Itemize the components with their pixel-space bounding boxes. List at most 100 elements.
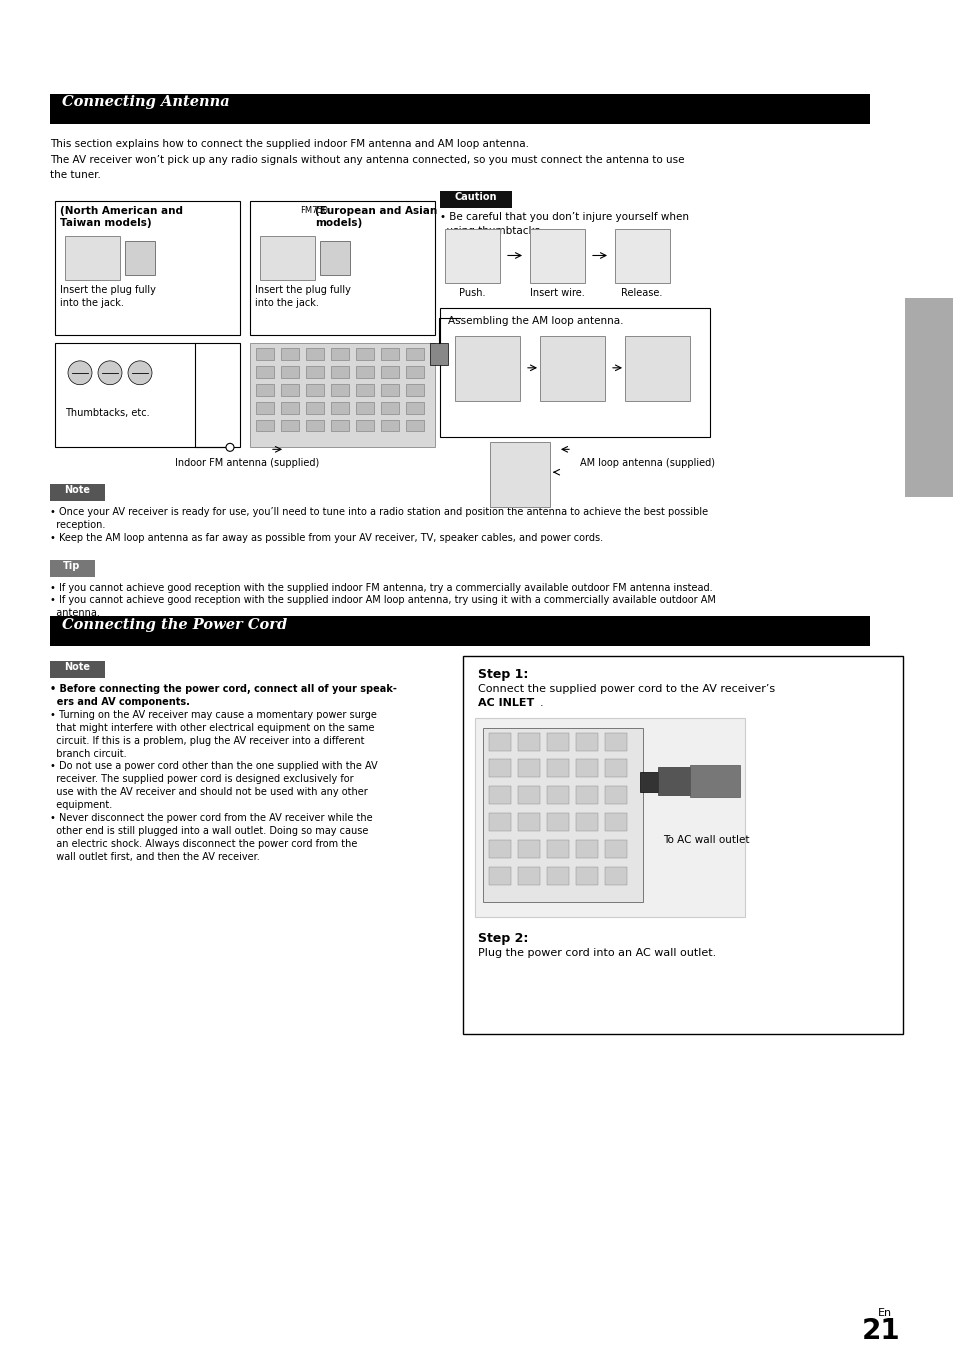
Text: using thumbtacks.: using thumbtacks.	[439, 226, 543, 235]
Bar	[517, 840, 539, 858]
Text: Tip: Tip	[63, 561, 81, 570]
Bar	[546, 867, 568, 885]
Bar	[439, 308, 709, 438]
Bar	[489, 867, 511, 885]
Bar	[65, 235, 120, 281]
Bar	[517, 813, 539, 831]
Bar	[331, 349, 349, 359]
Text: Push.: Push.	[458, 288, 485, 299]
Text: Connect the supplied power cord to the AV receiver’s: Connect the supplied power cord to the A…	[477, 684, 774, 694]
Bar	[380, 349, 398, 359]
Bar	[546, 732, 568, 751]
Text: To AC wall outlet: To AC wall outlet	[662, 835, 749, 844]
Bar	[576, 813, 598, 831]
Bar	[539, 336, 604, 401]
Bar	[406, 420, 423, 431]
Bar	[475, 717, 744, 916]
Text: use with the AV receiver and should not be used with any other: use with the AV receiver and should not …	[50, 788, 367, 797]
Text: Connecting Antenna: Connecting Antenna	[62, 96, 230, 109]
Bar	[380, 366, 398, 378]
Text: the tuner.: the tuner.	[50, 170, 101, 180]
Bar	[380, 384, 398, 396]
Text: FM750: FM750	[299, 205, 328, 215]
Bar	[576, 786, 598, 804]
Bar	[306, 401, 324, 413]
Bar	[355, 384, 374, 396]
Bar	[624, 336, 689, 401]
Text: Step 1:: Step 1:	[477, 667, 528, 681]
Bar	[658, 767, 689, 796]
Bar	[444, 228, 499, 284]
Text: 21: 21	[862, 1317, 900, 1346]
Text: • If you cannot achieve good reception with the supplied indoor AM loop antenna,: • If you cannot achieve good reception w…	[50, 596, 715, 605]
Text: reception.: reception.	[50, 520, 105, 530]
Bar	[355, 401, 374, 413]
Bar	[331, 384, 349, 396]
Text: wall outlet first, and then the AV receiver.: wall outlet first, and then the AV recei…	[50, 852, 259, 862]
Bar	[639, 773, 658, 792]
Text: • Be careful that you don’t injure yourself when: • Be careful that you don’t injure yours…	[439, 212, 688, 222]
Text: • Do not use a power cord other than the one supplied with the AV: • Do not use a power cord other than the…	[50, 762, 377, 771]
Text: • Turning on the AV receiver may cause a momentary power surge: • Turning on the AV receiver may cause a…	[50, 709, 376, 720]
Bar	[546, 813, 568, 831]
Bar	[517, 867, 539, 885]
Bar	[50, 616, 869, 646]
Bar	[260, 235, 314, 281]
Text: branch circuit.: branch circuit.	[50, 748, 127, 758]
Text: Insert wire.: Insert wire.	[529, 288, 584, 299]
Bar	[490, 442, 550, 507]
Bar	[255, 349, 274, 359]
Text: .: .	[539, 698, 543, 708]
Bar	[576, 840, 598, 858]
Bar	[489, 732, 511, 751]
Text: • Once your AV receiver is ready for use, you’ll need to tune into a radio stati: • Once your AV receiver is ready for use…	[50, 507, 707, 517]
Bar	[576, 867, 598, 885]
Text: (North American and
Taiwan models): (North American and Taiwan models)	[60, 205, 183, 228]
Bar	[255, 384, 274, 396]
Text: other end is still plugged into a wall outlet. Doing so may cause: other end is still plugged into a wall o…	[50, 825, 368, 836]
Bar	[406, 349, 423, 359]
Bar	[604, 732, 626, 751]
Bar	[331, 420, 349, 431]
Bar	[489, 840, 511, 858]
Text: Plug the power cord into an AC wall outlet.: Plug the power cord into an AC wall outl…	[477, 948, 716, 958]
Text: Assembling the AM loop antenna.: Assembling the AM loop antenna.	[448, 316, 623, 326]
Bar	[306, 384, 324, 396]
Bar	[281, 349, 298, 359]
Bar	[482, 728, 642, 901]
Bar	[489, 759, 511, 777]
Bar	[904, 299, 953, 497]
Text: En: En	[877, 1308, 891, 1319]
Bar	[255, 401, 274, 413]
Bar	[306, 420, 324, 431]
Bar	[380, 401, 398, 413]
Bar	[281, 401, 298, 413]
Bar	[355, 366, 374, 378]
Bar	[530, 228, 584, 284]
Bar	[406, 384, 423, 396]
Bar	[406, 401, 423, 413]
Bar	[125, 240, 154, 276]
Bar	[517, 786, 539, 804]
Text: antenna.: antenna.	[50, 608, 100, 619]
Bar	[50, 95, 869, 124]
Text: Release.: Release.	[620, 288, 662, 299]
Bar	[604, 867, 626, 885]
Circle shape	[68, 361, 91, 385]
Text: AM loop antenna (supplied): AM loop antenna (supplied)	[579, 458, 714, 469]
Circle shape	[226, 443, 233, 451]
Text: • Keep the AM loop antenna as far away as possible from your AV receiver, TV, sp: • Keep the AM loop antenna as far away a…	[50, 532, 602, 543]
Bar	[546, 840, 568, 858]
Text: that might interfere with other electrical equipment on the same: that might interfere with other electric…	[50, 723, 375, 732]
Bar	[517, 732, 539, 751]
Bar	[615, 228, 669, 284]
Bar	[250, 343, 435, 447]
Bar	[406, 366, 423, 378]
Text: Indoor FM antenna (supplied): Indoor FM antenna (supplied)	[174, 458, 319, 469]
Bar	[255, 366, 274, 378]
Bar	[380, 420, 398, 431]
Circle shape	[128, 361, 152, 385]
Bar	[281, 420, 298, 431]
Bar	[355, 420, 374, 431]
Text: ers and AV components.: ers and AV components.	[50, 697, 190, 707]
